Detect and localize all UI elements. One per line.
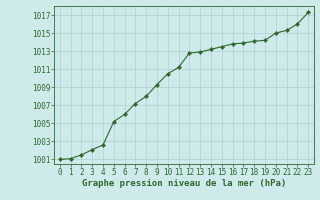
X-axis label: Graphe pression niveau de la mer (hPa): Graphe pression niveau de la mer (hPa) <box>82 179 286 188</box>
